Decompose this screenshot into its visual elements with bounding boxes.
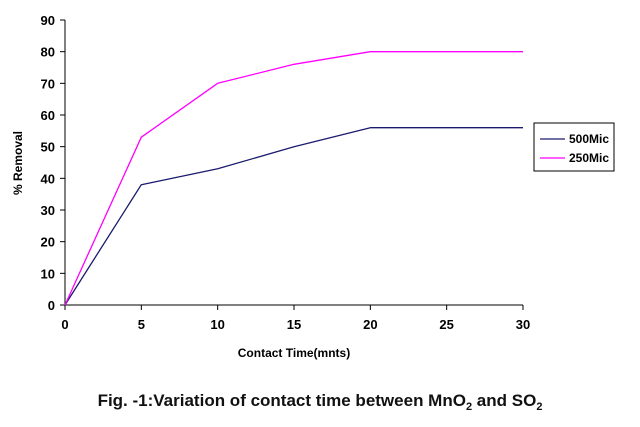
caption-text-before: Variation of contact time between MnO [153, 391, 466, 410]
caption-prefix: Fig. -1: [97, 391, 154, 410]
series-line [64, 51, 523, 306]
y-tick-label: 50 [41, 140, 55, 155]
y-axis-title: % Removal [11, 131, 25, 195]
y-tick-label: 80 [41, 45, 55, 60]
y-tick-label: 10 [41, 266, 55, 281]
y-tick-label: 0 [48, 298, 55, 313]
legend-box [533, 122, 615, 172]
series-lines [64, 51, 523, 306]
legend-label: 250Mic [569, 151, 609, 165]
x-axis-ticks: 0 5 10 15 20 25 30 [61, 305, 530, 332]
y-tick-label: 90 [41, 13, 55, 28]
legend-label: 500Mic [569, 132, 609, 146]
caption-text-middle: and SO [472, 391, 537, 410]
x-tick-label: 10 [210, 317, 224, 332]
y-tick-label: 30 [41, 203, 55, 218]
series-line [64, 127, 523, 306]
y-axis-ticks: 0 10 20 30 40 50 60 70 80 90 [41, 13, 65, 313]
caption-subscript-2: 2 [536, 401, 543, 413]
x-tick-label: 15 [287, 317, 301, 332]
caption-subscript-1: 2 [465, 401, 473, 413]
x-tick-label: 5 [138, 317, 145, 332]
y-tick-label: 60 [41, 108, 55, 123]
x-tick-label: 25 [439, 317, 453, 332]
y-tick-label: 40 [41, 171, 55, 186]
x-tick-label: 30 [516, 317, 530, 332]
legend: 500Mic 250Mic [533, 122, 615, 172]
x-axis-title: Contact Time(mnts) [238, 346, 350, 360]
x-tick-label: 20 [363, 317, 377, 332]
x-tick-label: 0 [61, 317, 68, 332]
y-tick-label: 20 [41, 235, 55, 250]
figure-caption: Fig. -1:Variation of contact time betwee… [0, 391, 640, 413]
y-tick-label: 70 [41, 76, 55, 91]
